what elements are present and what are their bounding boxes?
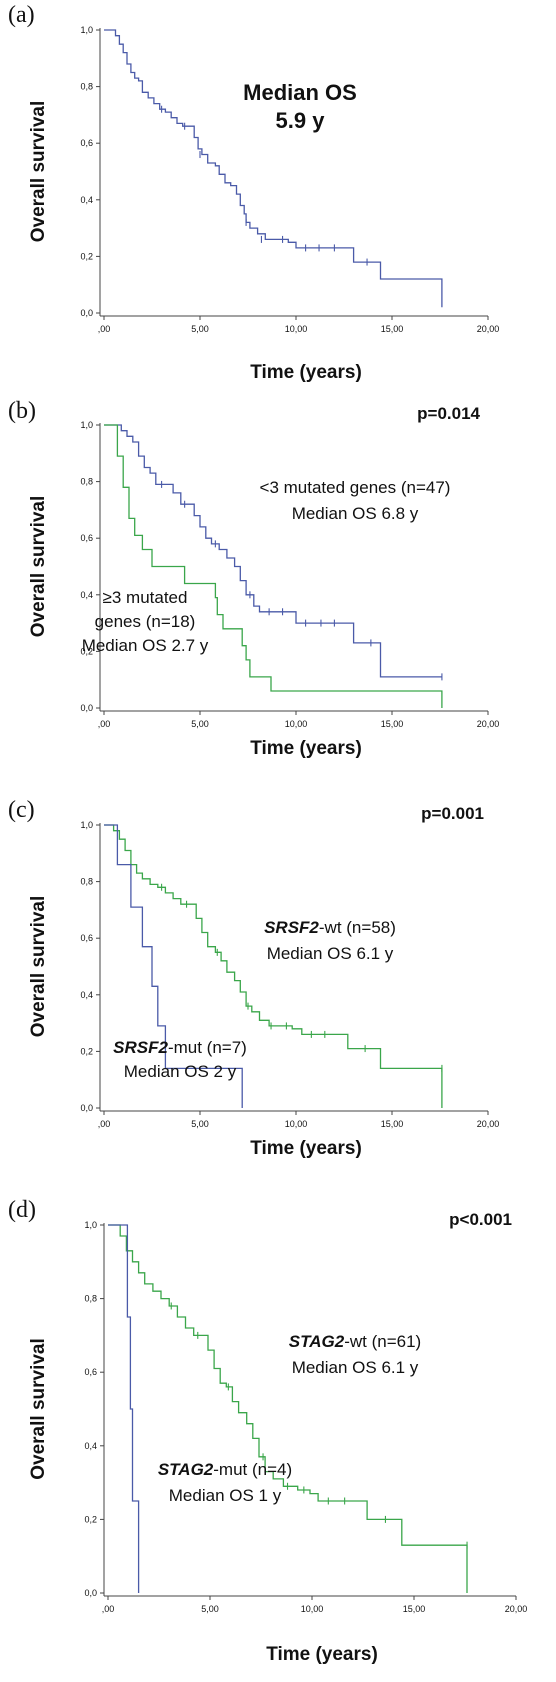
panel-letter-d: (d) <box>8 1197 36 1223</box>
p-value: p<0.001 <box>449 1210 512 1229</box>
y-tick-label: 1,0 <box>84 1220 97 1230</box>
x-tick-label: ,00 <box>98 719 111 729</box>
annotation-gene: SRSF2 <box>113 1038 168 1057</box>
survival-curve-2 <box>104 424 443 708</box>
x-tick-label: 10,00 <box>301 1604 324 1614</box>
y-tick-label: 0,4 <box>80 590 93 600</box>
y-tick-label: 0,8 <box>84 1294 97 1304</box>
x-tick-label: 5,00 <box>191 1119 209 1129</box>
y-tick-label: 1,0 <box>80 820 93 830</box>
survival-curve-1 <box>104 824 443 1108</box>
y-tick-label: 0,2 <box>80 646 93 656</box>
y-axis-label: Overall survival <box>28 101 49 243</box>
y-tick-label: 0,8 <box>80 877 93 887</box>
y-tick-label: 0,4 <box>80 990 93 1000</box>
panel-letter-c: (c) <box>8 797 35 823</box>
annotation-rest: -mut (n=7) <box>168 1038 247 1057</box>
x-tick-label: 20,00 <box>477 1119 500 1129</box>
y-tick-label: 0,0 <box>80 703 93 713</box>
annotation-line: Median OS 2.7 y <box>82 636 209 655</box>
x-tick-label: 15,00 <box>381 1119 404 1129</box>
y-tick-label: 0,6 <box>80 138 93 148</box>
annotation-rest: -wt (n=61) <box>344 1332 421 1351</box>
x-axis-label: Time (years) <box>266 1644 378 1665</box>
y-tick-label: 0,0 <box>80 1103 93 1113</box>
x-axis-label: Time (years) <box>250 362 362 383</box>
annotation-line: Median OS 6.1 y <box>292 1358 419 1377</box>
y-tick-label: 0,6 <box>80 533 93 543</box>
y-tick-label: 0,6 <box>80 933 93 943</box>
x-tick-label: 10,00 <box>285 1119 308 1129</box>
annotation-gene: STAG2 <box>289 1332 345 1351</box>
x-tick-label: 20,00 <box>477 719 500 729</box>
y-tick-label: 1,0 <box>80 420 93 430</box>
survival-curve-1 <box>108 1224 468 1593</box>
y-tick-label: 0,8 <box>80 477 93 487</box>
annotation-line: ≥3 mutated <box>103 588 188 607</box>
annotation-line: Median OS 6.8 y <box>292 504 419 523</box>
x-tick-label: 10,00 <box>285 324 308 334</box>
km-chart-a: 0,0 0,2 0,4 0,6 0,8 1,0 ,00 5,00 10,00 15,00 20,00… <box>28 25 500 383</box>
y-tick-label: 0,4 <box>80 195 93 205</box>
panel-letter-b: (b) <box>8 398 36 424</box>
y-tick-label: 0,8 <box>80 82 93 92</box>
annotation-line: Median OS <box>243 80 357 105</box>
y-tick-label: 0,2 <box>84 1514 97 1524</box>
annotation-line: STAG2-wt (n=61) <box>289 1332 421 1351</box>
annotation-line: <3 mutated genes (n=47) <box>260 478 451 497</box>
annotation-line: Median OS 2 y <box>124 1062 237 1081</box>
y-tick-label: 0,2 <box>80 1046 93 1056</box>
panel-letter-a: (a) <box>8 2 35 28</box>
x-tick-label: 5,00 <box>191 719 209 729</box>
x-tick-label: ,00 <box>102 1604 115 1614</box>
annotation-line: 5.9 y <box>276 108 326 133</box>
survival-curve-2 <box>108 1224 140 1593</box>
annotation-gene: SRSF2 <box>264 918 319 937</box>
y-tick-label: 0,2 <box>80 251 93 261</box>
x-tick-label: ,00 <box>98 1119 111 1129</box>
y-axis-label: Overall survival <box>28 1338 49 1480</box>
annotation-line: Median OS 1 y <box>169 1486 282 1505</box>
y-axis-label: Overall survival <box>28 896 49 1038</box>
annotation-gene: STAG2 <box>158 1460 214 1479</box>
x-tick-label: 15,00 <box>381 719 404 729</box>
annotation-rest: -wt (n=58) <box>319 918 396 937</box>
x-axis-label: Time (years) <box>250 1138 362 1159</box>
annotation-line: SRSF2-mut (n=7) <box>113 1038 247 1057</box>
y-tick-label: 1,0 <box>80 25 93 35</box>
y-tick-label: 0,6 <box>84 1367 97 1377</box>
y-tick-label: 0,0 <box>84 1588 97 1598</box>
p-value: p=0.014 <box>417 404 480 423</box>
annotation-rest: -mut (n=4) <box>213 1460 292 1479</box>
y-tick-label: 0,0 <box>80 308 93 318</box>
y-axis-label: Overall survival <box>28 496 49 638</box>
x-tick-label: 5,00 <box>201 1604 219 1614</box>
annotation-line: Median OS 6.1 y <box>267 944 394 963</box>
x-tick-label: ,00 <box>98 324 111 334</box>
p-value: p=0.001 <box>421 804 484 823</box>
annotation-line: SRSF2-wt (n=58) <box>264 918 396 937</box>
y-tick-label: 0,4 <box>84 1441 97 1451</box>
km-chart-d: 0,0 0,2 0,4 0,6 0,8 1,0 ,00 5,00 10,00 15,00 20,00… <box>28 1210 528 1665</box>
annotation-line: STAG2-mut (n=4) <box>158 1460 292 1479</box>
x-axis-label: Time (years) <box>250 738 362 759</box>
x-tick-label: 5,00 <box>191 324 209 334</box>
km-chart-c: 0,0 0,2 0,4 0,6 0,8 1,0 ,00 5,00 10,00 15,00 20,00… <box>28 804 500 1159</box>
survival-curve-1 <box>104 29 443 308</box>
survival-curve-1 <box>104 424 442 678</box>
annotation-line: genes (n=18) <box>95 612 196 631</box>
x-tick-label: 15,00 <box>403 1604 426 1614</box>
km-chart-b: 0,0 0,2 0,4 0,6 0,8 1,0 ,00 5,00 10,00 15,00 20,00… <box>28 404 500 759</box>
x-tick-label: 20,00 <box>477 324 500 334</box>
survival-curve-2 <box>104 824 243 1108</box>
x-tick-label: 15,00 <box>381 324 404 334</box>
x-tick-label: 10,00 <box>285 719 308 729</box>
x-tick-label: 20,00 <box>505 1604 528 1614</box>
